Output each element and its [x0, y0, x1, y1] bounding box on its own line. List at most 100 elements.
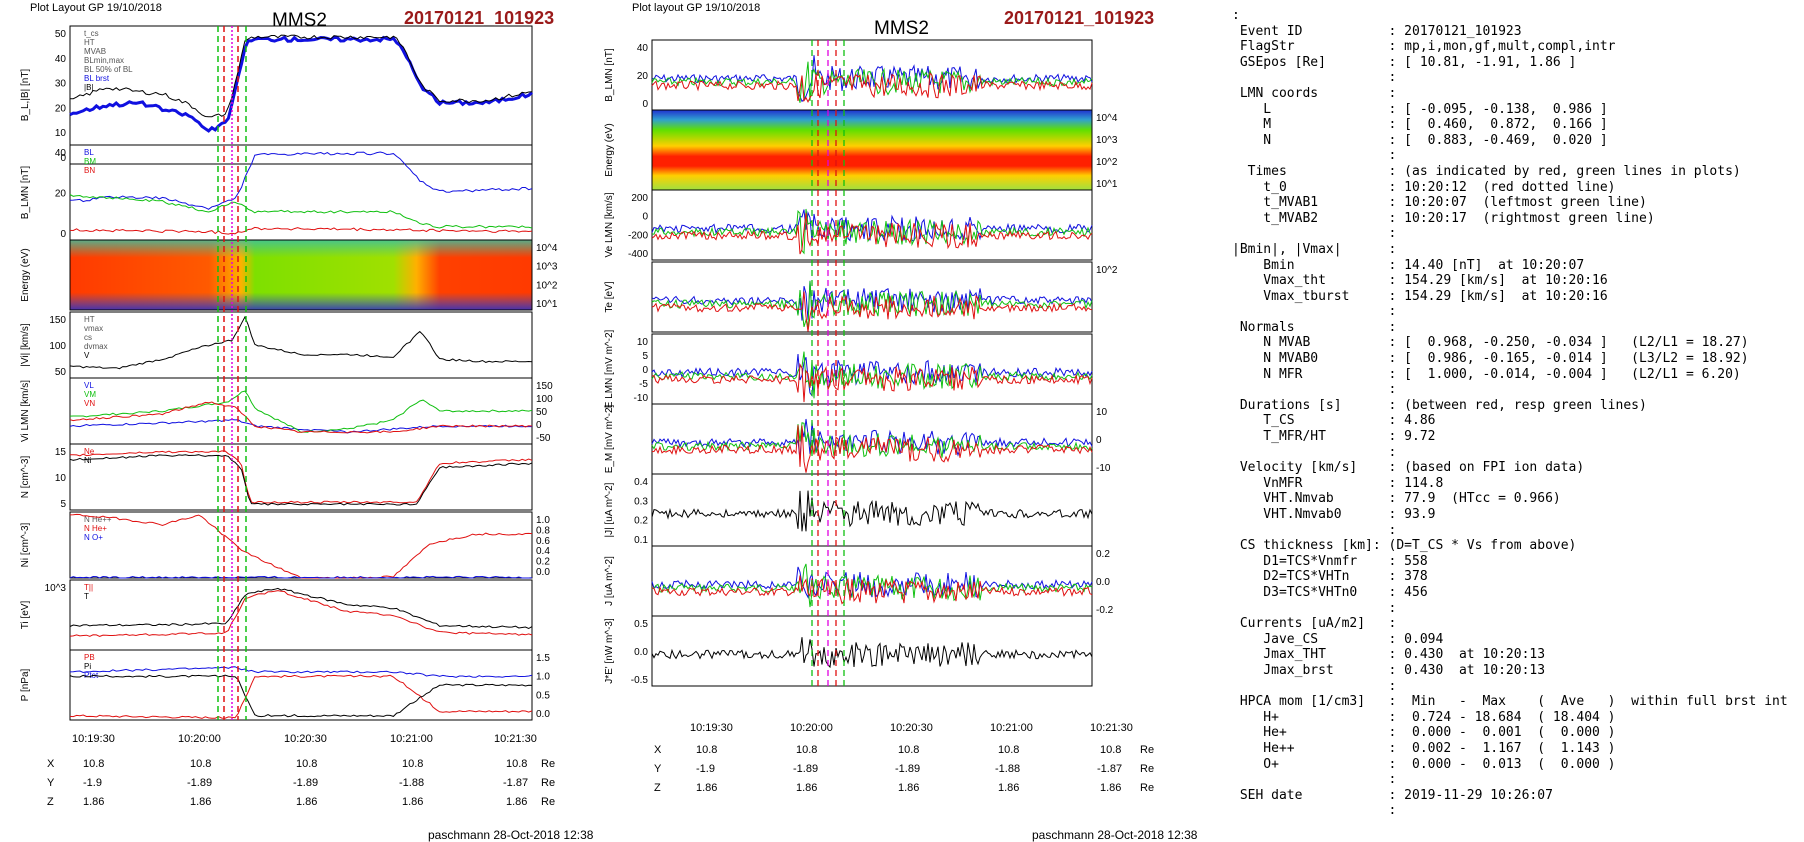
mid-pos-label-y: Y [654, 763, 662, 775]
left-blmn-series-bn [69, 226, 533, 235]
mid-pos-unit: Re [1140, 744, 1155, 756]
left-vlmn-series-vn [69, 401, 533, 434]
left-ni-legend-entry: N He+ [84, 524, 107, 533]
left-b-ytick: 0 [60, 153, 66, 164]
left-spec-ytick: 10^1 [536, 299, 558, 310]
summary-line: : [1232, 522, 1397, 538]
left-pos-value: 1.86 [402, 796, 424, 808]
left-n-ylabel: N [cm^-3] [20, 456, 31, 499]
mid-j-ylabel: |J| [uA m^-2] [604, 482, 615, 537]
mid-jlmn-ytick: 0.2 [1096, 549, 1110, 560]
left-event: 20170121_101923 [404, 8, 555, 28]
mid-spec-ytick: 10^1 [1096, 179, 1118, 190]
mid-em-series [651, 418, 1093, 460]
left-pos-unit: Re [541, 777, 556, 789]
left-blmn-ytick: 40 [55, 148, 67, 159]
summary-line: VnMFR : 114.8 [1232, 475, 1444, 491]
left-b-series-b [70, 34, 533, 118]
left-p-ytick: 1.0 [536, 672, 550, 683]
summary-line: He++ : 0.002 - 1.167 ( 1.143 ) [1232, 740, 1616, 756]
left-pos-value: 1.86 [83, 796, 105, 808]
left-pos-value: 10.8 [402, 758, 424, 770]
summary-line: : [1232, 226, 1397, 242]
left-pos-value: 1.86 [296, 796, 318, 808]
left-ni-legend-entry: N He++ [84, 515, 112, 524]
left-vi-ylabel: |Vi| [km/s] [20, 323, 31, 367]
left-n-ytick: 10 [55, 473, 67, 484]
left-ni-ytick: 0.8 [536, 525, 550, 536]
summary-line: Jmax_brst : 0.430 at 10:20:13 [1232, 662, 1546, 678]
left-b-frame [69, 25, 533, 165]
summary-line: VHT.Nmvab : 77.9 (HTcc = 0.966) [1232, 491, 1561, 507]
mid-time-tick: 10:19:30 [690, 722, 733, 734]
left-ti-series-t [69, 590, 533, 637]
left-b-ytick: 50 [55, 29, 67, 40]
summary-line: Bmin : 14.40 [nT] at 10:20:07 [1232, 257, 1585, 273]
left-time-tick: 10:21:00 [390, 733, 433, 745]
left-pos-value: 10.8 [506, 758, 528, 770]
mid-e-series [651, 353, 1093, 397]
mid-je-ytick: 0.5 [634, 619, 648, 630]
left-p-ytick: 0.0 [536, 709, 550, 720]
mid-blmn-ytick: 20 [637, 71, 649, 82]
left-footer: paschmann 28-Oct-2018 12:38 [428, 828, 594, 842]
left-ti-legend-entry: T|| [84, 583, 93, 592]
left-vi-ytick: 150 [49, 315, 66, 326]
mid-pos-label-z: Z [654, 782, 661, 794]
summary-line: Jmax_THT : 0.430 at 10:20:13 [1232, 647, 1546, 663]
left-blmn-legend-entry: BM [84, 157, 96, 166]
summary-line: N MVAB : [ 0.968, -0.250, -0.034 ] (L2/L… [1232, 335, 1749, 351]
left-pos-value: -1.88 [399, 777, 425, 789]
left-blmn-ytick: 20 [55, 189, 67, 200]
left-n-series-ni [69, 454, 533, 506]
left-time-tick: 10:20:30 [284, 733, 327, 745]
mid-j-ytick: 0.3 [634, 496, 648, 507]
left-p-ylabel: P [nPa] [20, 668, 31, 701]
left-p-ytick: 1.5 [536, 653, 550, 664]
left-p-legend-entry: Pi [84, 662, 91, 671]
left-vi-legend-entry: cs [84, 333, 92, 342]
mid-ve-ylabel: Ve LMN [km/s] [604, 192, 615, 257]
mid-j-series [651, 490, 1093, 532]
mid-time-tick: 10:21:30 [1090, 722, 1133, 734]
left-spec-ytick: 10^2 [536, 280, 558, 291]
summary-line: Times : (as indicated by red, green line… [1232, 163, 1741, 179]
summary-line: : [1232, 600, 1397, 616]
mid-e-series [651, 351, 1093, 399]
summary-line: Vmax_tht : 154.29 [km/s] at 10:20:16 [1232, 273, 1608, 289]
mid-header: Plot layout GP 19/10/2018 [632, 2, 761, 14]
left-vlmn-ytick: 150 [536, 381, 553, 392]
mid-ve-ytick: 0 [642, 212, 648, 223]
summary-line: t_0 : 10:20:12 (red dotted line) [1232, 179, 1616, 195]
summary-line: L : [ -0.095, -0.138, 0.986 ] [1232, 101, 1608, 117]
mid-em-ylabel: E_M [mV m^-2] [604, 404, 615, 473]
left-vi-frame [69, 311, 533, 379]
mid-jlmn-frame [651, 545, 1093, 617]
mid-spectrogram [651, 109, 1093, 191]
left-n-legend-entry: Ni [84, 456, 92, 465]
left-blmn-ytick: 0 [60, 229, 66, 240]
left-ni-ytick: 0.2 [536, 557, 550, 568]
mid-spec-ylabel: Energy (eV) [604, 123, 615, 176]
mid-em-series [651, 422, 1093, 458]
left-plot-stack: B_L,|B| [nT]50403020100t_csHTMVABBLmin,m… [20, 25, 558, 721]
mid-pos-value: 10.8 [696, 744, 718, 756]
left-vlmn-legend-entry: VL [84, 381, 94, 390]
mid-j-ytick: 0.4 [634, 477, 648, 488]
mid-e-ytick: 10 [637, 337, 649, 348]
left-n-legend-entry: Ne [84, 447, 95, 456]
left-blmn-legend-entry: BL [84, 148, 94, 157]
left-vlmn-ytick: 50 [536, 407, 548, 418]
left-p-frame [69, 649, 533, 721]
left-n-series-ne [70, 450, 533, 504]
left-spec-frame [69, 239, 533, 311]
left-spec-ytick: 10^4 [536, 243, 558, 254]
mid-em-ytick: 0 [1096, 435, 1102, 446]
summary-line: LMN coords : [1232, 85, 1397, 101]
mid-blmn-series [651, 71, 1093, 104]
mid-blmn-series [651, 55, 1093, 103]
left-n-ytick: 15 [55, 447, 67, 458]
mid-pos-unit: Re [1140, 782, 1155, 794]
summary-line: Event ID : 20170121_101923 [1232, 23, 1522, 39]
left-p-legend-entry: PB [84, 653, 95, 662]
